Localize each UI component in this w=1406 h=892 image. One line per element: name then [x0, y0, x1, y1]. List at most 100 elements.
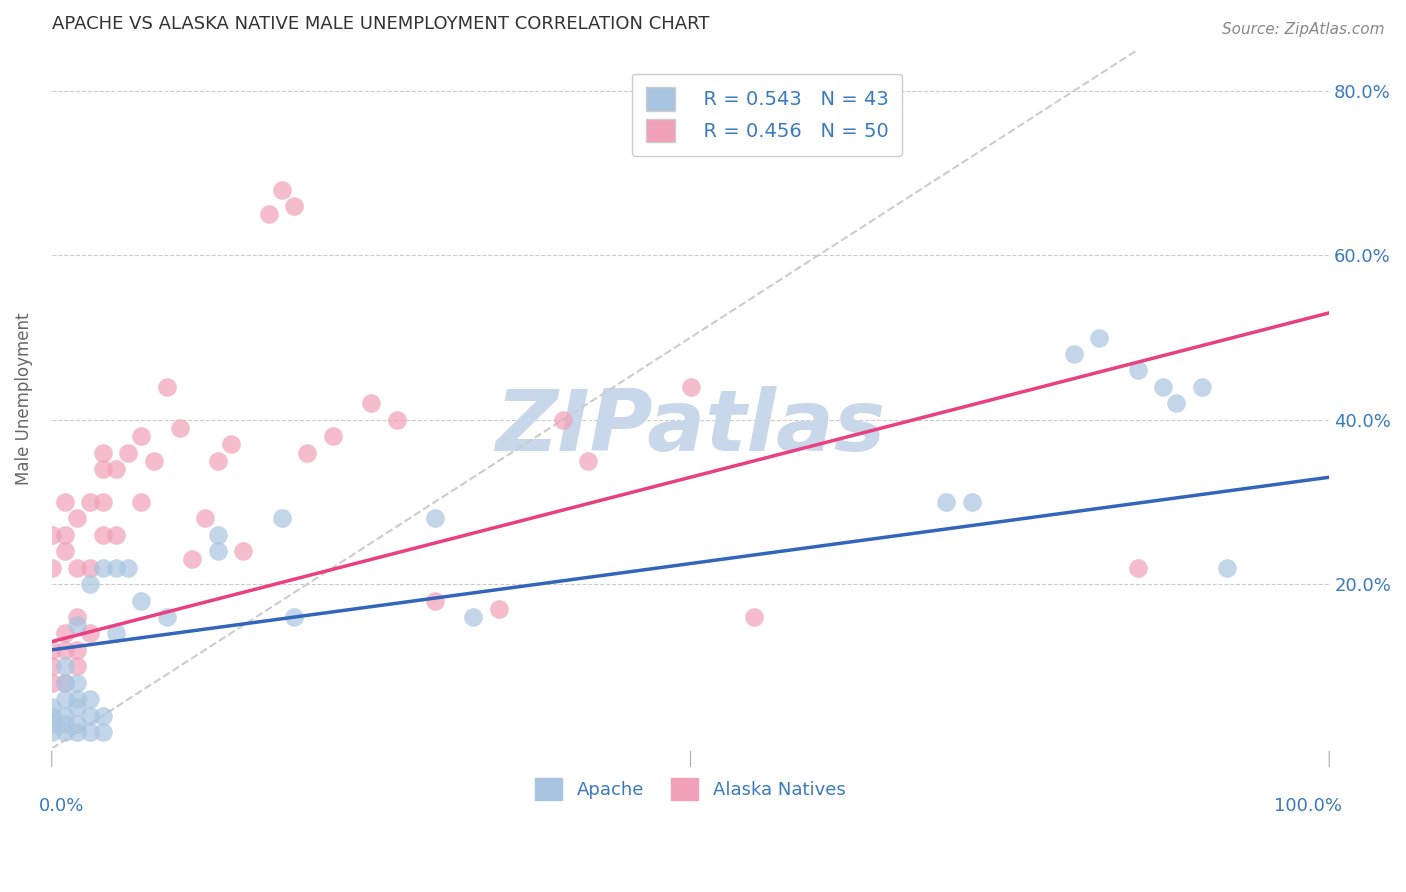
Point	[104, 560, 127, 574]
Point	[66, 716, 89, 731]
Point	[117, 445, 139, 459]
Point	[41, 643, 63, 657]
Point	[53, 528, 76, 542]
Point	[181, 552, 204, 566]
Point	[53, 544, 76, 558]
Point	[169, 421, 191, 435]
Point	[385, 413, 408, 427]
Point	[91, 708, 114, 723]
Point	[41, 716, 63, 731]
Point	[104, 626, 127, 640]
Point	[297, 445, 319, 459]
Point	[1164, 396, 1187, 410]
Point	[41, 560, 63, 574]
Text: APACHE VS ALASKA NATIVE MALE UNEMPLOYMENT CORRELATION CHART: APACHE VS ALASKA NATIVE MALE UNEMPLOYMEN…	[52, 15, 709, 33]
Point	[488, 601, 510, 615]
Point	[79, 725, 101, 739]
Point	[129, 429, 152, 443]
Point	[283, 610, 305, 624]
Point	[66, 511, 89, 525]
Point	[1063, 347, 1085, 361]
Point	[53, 692, 76, 706]
Point	[104, 462, 127, 476]
Point	[53, 725, 76, 739]
Text: ZIPatlas: ZIPatlas	[495, 385, 886, 468]
Point	[935, 495, 957, 509]
Point	[156, 380, 179, 394]
Point	[91, 528, 114, 542]
Point	[66, 618, 89, 632]
Point	[53, 716, 76, 731]
Point	[129, 593, 152, 607]
Point	[41, 700, 63, 714]
Point	[41, 725, 63, 739]
Point	[53, 708, 76, 723]
Point	[91, 725, 114, 739]
Point	[551, 413, 574, 427]
Point	[91, 560, 114, 574]
Point	[1152, 380, 1174, 394]
Point	[66, 610, 89, 624]
Point	[194, 511, 217, 525]
Point	[423, 511, 446, 525]
Point	[66, 725, 89, 739]
Point	[207, 454, 229, 468]
Point	[423, 593, 446, 607]
Point	[232, 544, 254, 558]
Point	[207, 528, 229, 542]
Point	[53, 675, 76, 690]
Y-axis label: Male Unemployment: Male Unemployment	[15, 313, 32, 485]
Text: 100.0%: 100.0%	[1274, 797, 1343, 815]
Point	[66, 692, 89, 706]
Point	[1088, 330, 1111, 344]
Point	[1126, 560, 1149, 574]
Point	[744, 610, 766, 624]
Point	[91, 462, 114, 476]
Text: Source: ZipAtlas.com: Source: ZipAtlas.com	[1222, 22, 1385, 37]
Text: 0.0%: 0.0%	[39, 797, 84, 815]
Point	[270, 511, 292, 525]
Point	[79, 626, 101, 640]
Point	[79, 577, 101, 591]
Point	[53, 495, 76, 509]
Point	[104, 528, 127, 542]
Point	[79, 708, 101, 723]
Point	[41, 659, 63, 673]
Point	[79, 495, 101, 509]
Point	[257, 207, 280, 221]
Point	[53, 626, 76, 640]
Point	[322, 429, 344, 443]
Point	[41, 528, 63, 542]
Point	[360, 396, 382, 410]
Point	[66, 700, 89, 714]
Point	[66, 560, 89, 574]
Point	[117, 560, 139, 574]
Point	[129, 495, 152, 509]
Point	[41, 708, 63, 723]
Legend: Apache, Alaska Natives: Apache, Alaska Natives	[526, 769, 855, 809]
Point	[1216, 560, 1239, 574]
Point	[53, 675, 76, 690]
Point	[41, 675, 63, 690]
Point	[270, 183, 292, 197]
Point	[66, 675, 89, 690]
Point	[142, 454, 165, 468]
Point	[66, 643, 89, 657]
Point	[463, 610, 485, 624]
Point	[79, 560, 101, 574]
Point	[91, 495, 114, 509]
Point	[576, 454, 599, 468]
Point	[960, 495, 983, 509]
Point	[1191, 380, 1213, 394]
Point	[283, 199, 305, 213]
Point	[1126, 363, 1149, 377]
Point	[79, 692, 101, 706]
Point	[207, 544, 229, 558]
Point	[66, 659, 89, 673]
Point	[156, 610, 179, 624]
Point	[91, 445, 114, 459]
Point	[679, 380, 702, 394]
Point	[53, 643, 76, 657]
Point	[53, 659, 76, 673]
Point	[219, 437, 242, 451]
